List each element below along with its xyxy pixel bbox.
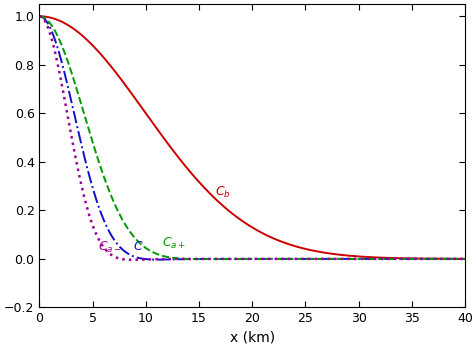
Text: $C_{a+}$: $C_{a+}$ [161, 236, 186, 251]
Text: $C_{a-}$: $C_{a-}$ [98, 239, 122, 254]
Text: $C_b$: $C_b$ [215, 185, 230, 200]
Text: $C$: $C$ [133, 240, 143, 253]
X-axis label: x (km): x (km) [229, 331, 274, 345]
